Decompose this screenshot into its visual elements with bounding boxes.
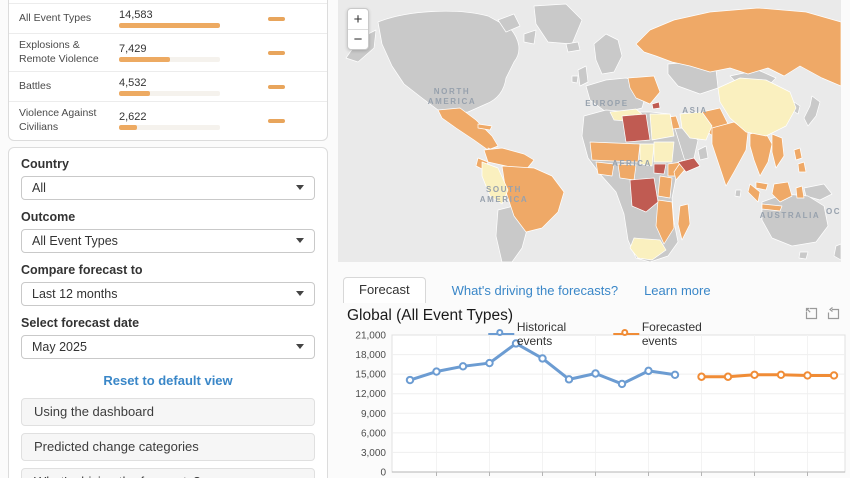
trend-indicator: [268, 16, 285, 21]
stat-row-battles: Battles 4,532: [9, 71, 327, 101]
svg-text:0: 0: [380, 468, 386, 478]
outcome-dropdown[interactable]: All Event Types: [21, 228, 315, 253]
label-south-america-2: AMERICA: [480, 195, 529, 204]
choropleth-map[interactable]: NORTH AMERICA SOUTH AMERICA EUROPE ASIA …: [338, 0, 841, 262]
label-africa: AFRICA: [612, 159, 652, 168]
restore-view-icon[interactable]: [827, 307, 840, 320]
chart-title: Global (All Event Types): [347, 307, 513, 324]
svg-text:15,000: 15,000: [355, 370, 386, 381]
svg-text:6,000: 6,000: [361, 428, 386, 439]
using-dashboard-button[interactable]: Using the dashboard: [21, 397, 315, 426]
forecast-chart: 0 3,000 6,000 9,000 12,000 15,000 18,000 21,000: [355, 331, 846, 478]
event-type-stats-card: All Event Types 14,583 Explosions & Remo…: [8, 0, 328, 141]
chart-header: Global (All Event Types) Historical even…: [347, 307, 850, 348]
stat-row-violence-civilians: Violence Against Civilians 2,622: [9, 101, 327, 139]
label-europe: EUROPE: [585, 99, 628, 108]
label-asia: ASIA: [682, 106, 708, 115]
forecast-date-label: Select forecast date: [21, 315, 140, 330]
chart-legend: Historical events Forecasted events: [487, 320, 729, 348]
stat-bar: 7,429: [119, 43, 220, 63]
stat-value: 14,583: [119, 9, 153, 21]
tab-bar: Forecast What's driving the forecasts? L…: [343, 277, 850, 303]
label-north-america-2: AMERICA: [428, 97, 477, 106]
svg-text:9,000: 9,000: [361, 409, 386, 420]
outcome-value: All Event Types: [32, 233, 118, 248]
svg-text:12,000: 12,000: [355, 389, 386, 400]
stat-label: All Event Types: [19, 11, 92, 24]
map-zoom-control: + −: [347, 8, 369, 50]
stat-label: Battles: [19, 79, 52, 92]
country-dropdown[interactable]: All: [21, 175, 315, 200]
country-label: Country: [21, 156, 69, 171]
trend-indicator: [268, 118, 285, 123]
stat-value: 4,532: [119, 77, 147, 90]
trend-indicator: [268, 84, 285, 89]
stat-value: 2,622: [119, 111, 147, 124]
forecast-date-value: May 2025: [32, 339, 87, 354]
stat-bar: 2,622: [119, 111, 220, 131]
pop-out-icon[interactable]: [805, 307, 818, 320]
stat-label: Explosions & Remote Violence: [19, 39, 99, 65]
reset-default-view-link[interactable]: Reset to default view: [21, 373, 315, 388]
tab-whats-driving-forecasts[interactable]: What's driving the forecasts?: [451, 283, 619, 298]
chart-toolbar: [805, 307, 840, 320]
main-area: NORTH AMERICA SOUTH AMERICA EUROPE ASIA …: [338, 0, 850, 478]
label-north-america: NORTH: [434, 87, 470, 96]
chevron-down-icon: [296, 291, 304, 297]
world-map[interactable]: NORTH AMERICA SOUTH AMERICA EUROPE ASIA …: [338, 0, 841, 262]
label-australia: AUSTRALIA: [760, 211, 821, 220]
stat-value: 7,429: [119, 43, 147, 56]
forecasted-marker-icon: [612, 328, 639, 340]
stat-row-explosions: Explosions & Remote Violence 7,429: [9, 33, 327, 71]
svg-text:18,000: 18,000: [355, 350, 386, 361]
country-value: All: [32, 180, 46, 195]
compare-dropdown[interactable]: Last 12 months: [21, 281, 315, 306]
chevron-down-icon: [296, 344, 304, 350]
forecast-date-dropdown[interactable]: May 2025: [21, 334, 315, 359]
chevron-down-icon: [296, 238, 304, 244]
stat-bar: 4,532: [119, 77, 220, 97]
sidebar: All Event Types 14,583 Explosions & Remo…: [0, 0, 338, 478]
legend-historical-events[interactable]: Historical events: [487, 320, 595, 348]
stat-row-all-event-types: All Event Types 14,583: [9, 3, 327, 33]
legend-forecasted-events[interactable]: Forecasted events: [612, 320, 729, 348]
svg-text:21,000: 21,000: [355, 331, 386, 342]
label-oceania: OCEANIA: [826, 207, 841, 216]
label-south-america: SOUTH: [486, 185, 522, 194]
stat-label: Violence Against Civilians: [19, 107, 97, 133]
predicted-change-categories-button[interactable]: Predicted change categories: [21, 432, 315, 461]
filters-card: Country All Outcome All Event Types Comp…: [8, 146, 328, 478]
tab-forecast[interactable]: Forecast: [343, 277, 426, 303]
chevron-down-icon: [296, 185, 304, 191]
historical-marker-icon: [487, 328, 514, 340]
compare-label: Compare forecast to: [21, 262, 143, 277]
tab-learn-more[interactable]: Learn more: [644, 283, 711, 298]
compare-value: Last 12 months: [32, 286, 118, 301]
trend-indicator: [268, 50, 285, 55]
svg-text:3,000: 3,000: [361, 448, 386, 459]
whats-driving-forecasts-button[interactable]: What's driving the forecasts?: [21, 467, 315, 478]
outcome-label: Outcome: [21, 209, 76, 224]
zoom-out-button[interactable]: −: [348, 29, 368, 49]
zoom-in-button[interactable]: +: [348, 9, 368, 29]
stat-bar: 14,583: [119, 9, 220, 28]
